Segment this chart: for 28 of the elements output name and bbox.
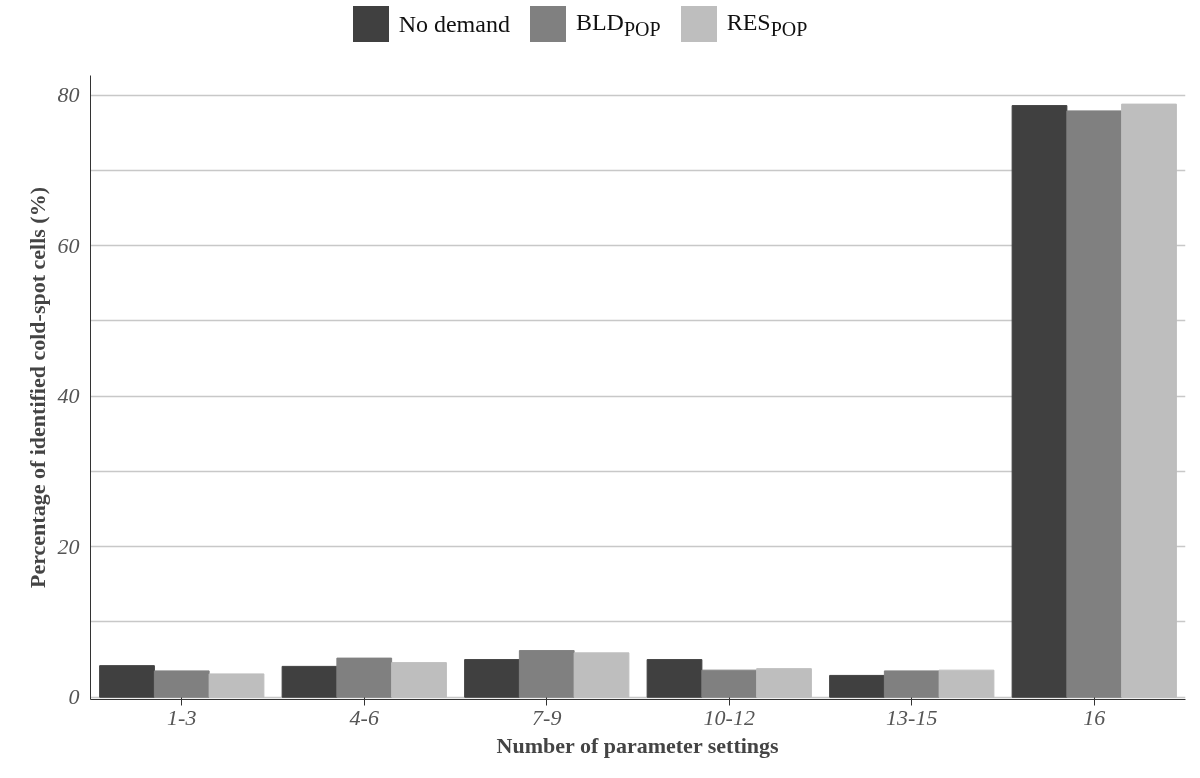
x-tick-label: 4-6 [349, 704, 379, 730]
y-tick-label: 0 [68, 684, 80, 710]
bar [336, 657, 393, 698]
x-tick-label: 16 [1083, 704, 1106, 730]
bar [153, 670, 210, 698]
x-axis-title: Number of parameter settings [496, 732, 780, 758]
bar [1066, 110, 1123, 698]
legend-label: BLD$_{POP}$ [575, 8, 661, 42]
y-tick-label: 40 [57, 383, 80, 409]
x-tick-label: 10-12 [703, 704, 755, 730]
x-tick-label: 13-15 [886, 704, 938, 730]
y-tick-label: 60 [57, 232, 80, 258]
y-tick-label: 20 [57, 533, 80, 559]
bar [829, 674, 885, 698]
legend-label: No demand [398, 10, 510, 40]
y-tick-label: 80 [57, 82, 80, 108]
bar [99, 665, 155, 698]
x-tick-label: 7-9 [532, 704, 562, 730]
y-axis-title: Percentage of identified cold-spot cells (%) [24, 186, 50, 588]
bar [464, 659, 520, 698]
legend-label: RES$_{POP}$ [726, 8, 808, 42]
bar [281, 665, 338, 698]
bar [1011, 105, 1068, 698]
x-tick-label: 1-3 [167, 704, 197, 730]
bar [883, 670, 940, 698]
bar [646, 659, 703, 698]
bar [701, 669, 758, 698]
bar [518, 650, 575, 698]
